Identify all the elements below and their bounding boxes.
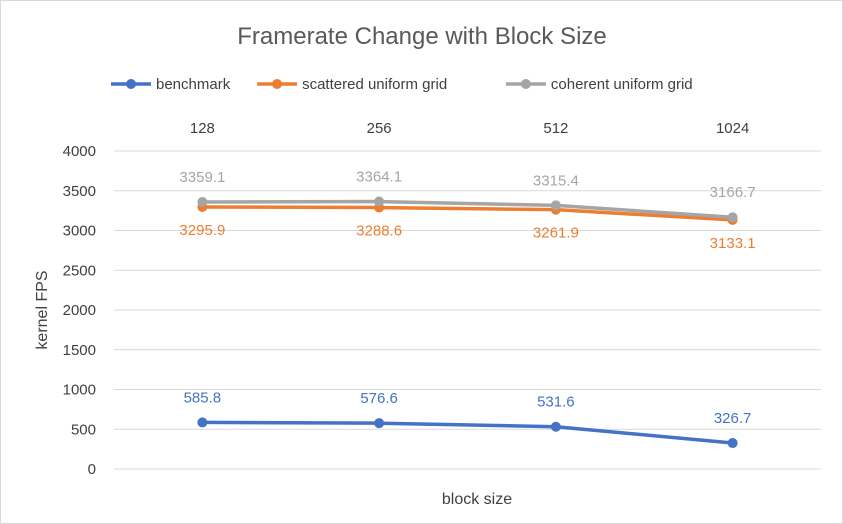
y-tick-label: 3000 bbox=[63, 223, 96, 240]
data-label: 576.6 bbox=[360, 390, 398, 407]
data-point bbox=[550, 200, 561, 211]
data-label: 585.8 bbox=[184, 389, 222, 406]
legend-item-coherent-uniform-grid: coherent uniform grid bbox=[505, 76, 693, 93]
legend-marker bbox=[520, 79, 531, 89]
gridlines bbox=[114, 150, 821, 470]
y-tick-label: 1500 bbox=[63, 342, 96, 359]
data-label: 326.7 bbox=[714, 410, 752, 427]
legend: benchmark scattered uniform grid coherent … bbox=[111, 76, 693, 93]
y-tick-label: 2000 bbox=[63, 302, 96, 319]
series-line bbox=[200, 420, 735, 445]
x-tick-label: 512 bbox=[543, 120, 568, 137]
data-point bbox=[727, 438, 738, 449]
data-point bbox=[374, 418, 385, 429]
legend-item-benchmark: benchmark bbox=[111, 76, 231, 93]
legend-label: benchmark bbox=[156, 76, 231, 93]
data-label: 3359.1 bbox=[179, 169, 225, 186]
x-tick-labels: 128 256 512 1024 bbox=[190, 120, 749, 137]
y-tick-label: 2500 bbox=[63, 262, 96, 279]
y-axis-label: kernel FPS bbox=[34, 270, 51, 349]
data-point bbox=[550, 421, 561, 432]
series-line bbox=[200, 199, 735, 219]
x-tick-label: 1024 bbox=[716, 120, 749, 137]
y-tick-labels: 0 500 1000 1500 2000 2500 3000 3500 4000 bbox=[63, 143, 96, 478]
series-coherent-uniform-grid bbox=[197, 196, 738, 223]
data-point bbox=[374, 196, 385, 207]
data-label: 3166.7 bbox=[710, 184, 756, 201]
series-benchmark bbox=[197, 417, 738, 449]
x-axis-label: block size bbox=[442, 491, 512, 508]
chart-title: Framerate Change with Block Size bbox=[237, 23, 607, 50]
y-tick-label: 4000 bbox=[63, 143, 96, 160]
data-point bbox=[727, 212, 738, 223]
series-group bbox=[197, 196, 738, 449]
legend-marker bbox=[126, 79, 136, 89]
y-tick-label: 1000 bbox=[63, 382, 96, 399]
data-label: 3364.1 bbox=[356, 169, 402, 186]
data-label: 3295.9 bbox=[179, 222, 225, 239]
x-tick-label: 256 bbox=[367, 120, 392, 137]
data-label: 3261.9 bbox=[533, 225, 579, 242]
data-label: 3315.4 bbox=[533, 172, 579, 189]
series-line bbox=[200, 205, 735, 222]
legend-item-scattered-uniform-grid: scattered uniform grid bbox=[257, 76, 447, 93]
x-tick-label: 128 bbox=[190, 120, 215, 137]
data-point bbox=[197, 417, 208, 428]
data-label: 531.6 bbox=[537, 394, 575, 411]
y-tick-label: 0 bbox=[88, 461, 96, 478]
legend-label: scattered uniform grid bbox=[302, 76, 447, 93]
legend-marker bbox=[272, 79, 283, 89]
data-point bbox=[197, 196, 208, 207]
y-tick-label: 500 bbox=[71, 421, 96, 438]
y-tick-label: 3500 bbox=[63, 183, 96, 200]
data-labels-group: 585.8 576.6 531.6 326.7 3295.9 3288.6 3261.9 31… bbox=[179, 169, 755, 427]
data-label: 3288.6 bbox=[356, 223, 402, 240]
legend-label: coherent uniform grid bbox=[551, 76, 693, 93]
data-label: 3133.1 bbox=[710, 235, 756, 252]
